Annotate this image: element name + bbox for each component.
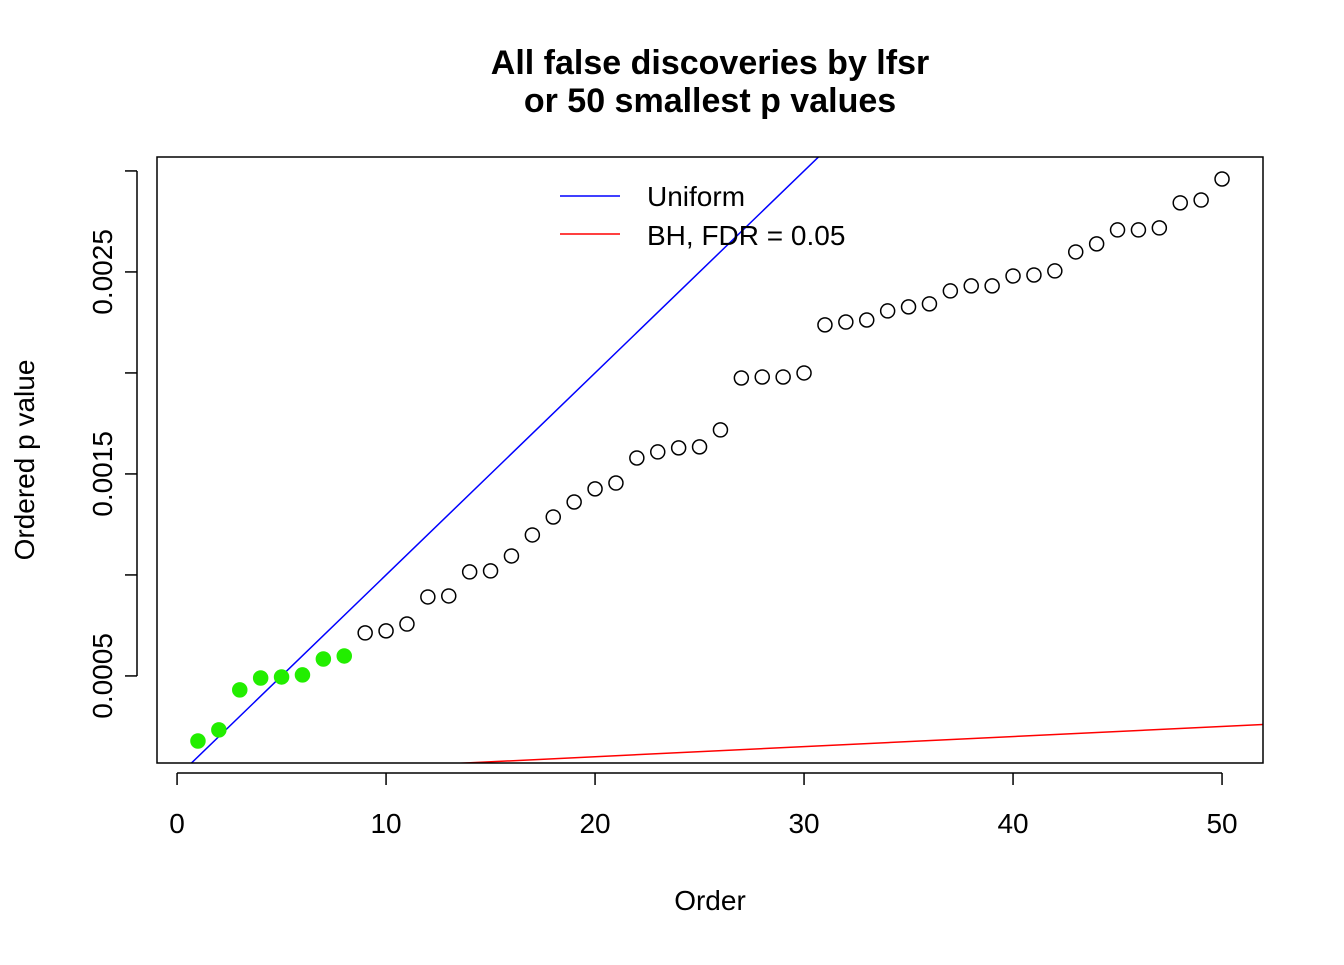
data-point [524, 527, 541, 543]
highlighted-point [211, 722, 227, 738]
data-point [482, 563, 499, 579]
data-point [441, 588, 457, 604]
data-point [1109, 222, 1126, 238]
uniform-line [190, 157, 820, 763]
highlighted-point [190, 733, 206, 749]
y-tick-label: 0.0005 [87, 633, 118, 719]
data-point [942, 283, 959, 299]
plot-frame [156, 156, 1264, 764]
data-point [712, 422, 729, 438]
data-point [1172, 195, 1188, 211]
x-tick-label: 30 [788, 808, 819, 839]
legend-label-uniform: Uniform [647, 181, 745, 212]
legend: Uniform BH, FDR = 0.05 [560, 181, 845, 251]
y-tick-label: 0.0015 [87, 431, 118, 517]
data-point [1047, 263, 1063, 279]
chart-title-line-1: All false discoveries by lfsr [491, 44, 929, 82]
chart-title-line-2: or 50 smallest p values [524, 82, 896, 120]
data-point [838, 314, 854, 330]
data-point [566, 494, 582, 510]
data-point [587, 481, 603, 497]
x-tick-label: 20 [579, 808, 610, 839]
data-point [1005, 268, 1021, 284]
data-point [461, 564, 478, 580]
data-point [775, 369, 791, 385]
data-point [817, 317, 833, 333]
data-point [650, 444, 666, 460]
data-point [1130, 222, 1147, 238]
data-point [608, 475, 624, 491]
data-point [1026, 267, 1042, 283]
data-point [545, 509, 562, 525]
x-axis-label: Order [674, 885, 746, 916]
x-tick-label: 40 [997, 808, 1028, 839]
data-point [357, 625, 373, 641]
data-point [984, 278, 1000, 294]
data-point [858, 312, 875, 328]
data-point [796, 365, 812, 381]
data-point [1151, 220, 1168, 236]
data-point [963, 278, 979, 294]
data-point [1214, 171, 1230, 187]
highlighted-point [252, 670, 269, 686]
y-tick-label: 0.0025 [87, 229, 118, 315]
data-point [879, 303, 896, 319]
data-point [378, 623, 394, 639]
highlighted-point [294, 667, 311, 683]
data-point [1088, 236, 1105, 252]
y-axis-label: Ordered p value [9, 360, 40, 561]
x-tick-label: 0 [169, 808, 185, 839]
data-point [420, 589, 436, 605]
data-point [670, 440, 687, 456]
highlighted-point [232, 682, 248, 698]
data-point [1193, 192, 1209, 208]
highlighted-point [336, 648, 353, 664]
highlighted-point [315, 651, 332, 667]
legend-label-bh: BH, FDR = 0.05 [647, 220, 845, 251]
x-tick-label: 10 [370, 808, 401, 839]
data-point [691, 439, 708, 455]
data-point [1067, 244, 1084, 260]
bh-line [449, 723, 1263, 763]
data-point [503, 548, 520, 564]
data-point [399, 616, 415, 632]
x-tick-label: 50 [1206, 808, 1237, 839]
data-point [733, 370, 750, 386]
data-point [921, 296, 938, 312]
data-point [754, 369, 770, 385]
highlighted-point [273, 669, 290, 685]
data-point [900, 299, 917, 315]
data-point [629, 450, 645, 466]
